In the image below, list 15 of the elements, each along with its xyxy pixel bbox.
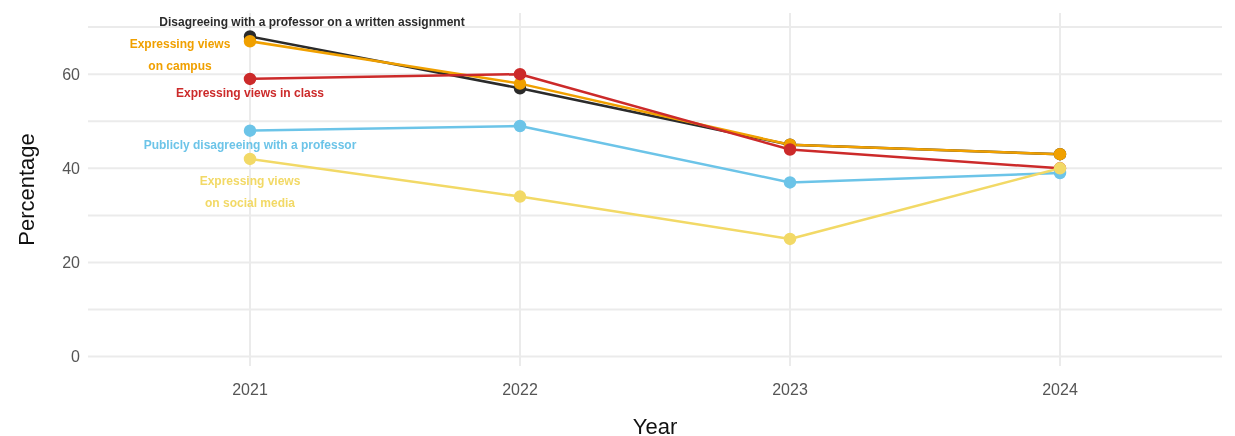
y-tick-label: 40 (62, 160, 81, 177)
x-axis-title: Year (632, 414, 678, 436)
series-label: Publicly disagreeing with a professor (143, 137, 357, 152)
y-tick-label: 20 (62, 254, 81, 272)
y-tick-label: 0 (71, 348, 81, 366)
series-label: Expressing views on social media (199, 174, 301, 211)
x-tick-label: 2022 (502, 381, 538, 399)
y-tick-label: 60 (62, 65, 81, 83)
series-label: Expressing views on campus (129, 37, 231, 74)
x-tick-label: 2023 (772, 381, 808, 399)
x-tick-label: 2021 (232, 381, 268, 399)
text: Disagreeing with a professor on a written assignment (159, 14, 465, 29)
y-axis-title: Percentage (13, 133, 39, 246)
series-label: Expressing views in class (175, 86, 325, 101)
x-tick-label: 2024 (1042, 381, 1078, 399)
